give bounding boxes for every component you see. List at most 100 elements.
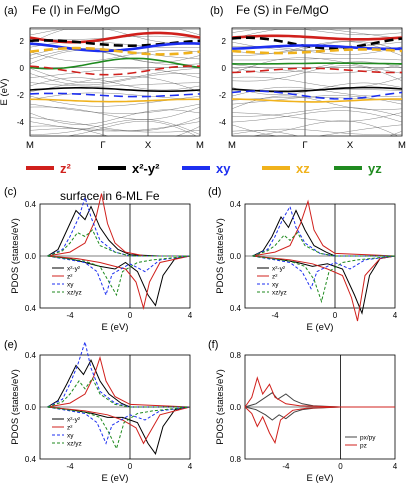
xtick-label: 4 <box>393 462 398 471</box>
xaxis-label: E (eV) <box>102 473 129 484</box>
band-line <box>29 82 201 87</box>
xaxis-label: E (eV) <box>102 322 129 333</box>
band-line <box>29 50 201 62</box>
band-ytick: -2 <box>219 91 227 100</box>
legend-label: px/py <box>360 435 376 442</box>
legend-swatch-x2y2 <box>98 166 126 170</box>
xtick-label: -4 <box>66 462 74 471</box>
series-line-up <box>47 377 190 408</box>
orbital-band <box>29 57 201 70</box>
band-plot-b <box>231 27 403 137</box>
panel-title-a: Fe (I) in Fe/MgO <box>32 3 120 17</box>
band-ytick: -2 <box>17 91 25 100</box>
panel-label-a: (a) <box>4 5 17 17</box>
series-line-down <box>252 255 396 322</box>
legend-label: x²-y² <box>67 417 81 424</box>
orbital-band <box>231 67 403 74</box>
band-line <box>29 92 201 100</box>
ytick-label: 0.8 <box>230 455 242 464</box>
yaxis-label: PDOS (states/eV) <box>10 369 21 445</box>
kpoint-label: X <box>347 140 354 151</box>
band-line <box>29 106 201 120</box>
band-ytick: -4 <box>219 118 227 127</box>
band-line <box>29 77 201 91</box>
orbital-band <box>231 48 403 55</box>
legend-label-yz: yz <box>368 161 382 176</box>
series-line-up <box>47 195 190 257</box>
xtick-label: 0 <box>128 462 133 471</box>
legend-swatch-yz <box>334 166 362 170</box>
series-line-down <box>252 255 396 290</box>
yaxis-label: PDOS (states/eV) <box>10 218 21 294</box>
panel-label-b: (b) <box>210 5 223 17</box>
legend-label: xy <box>272 282 279 289</box>
series-line-up <box>47 205 190 257</box>
band-line <box>29 103 201 114</box>
orbital-band <box>231 62 402 65</box>
xaxis-label: E (eV) <box>307 322 334 333</box>
yaxis-label: PDOS (states/eV) <box>215 218 226 294</box>
legend-swatch-xy <box>182 166 210 170</box>
series-line-up <box>47 355 191 408</box>
legend-label-xy: xy <box>216 161 231 176</box>
ytick-label: 0.0 <box>230 403 242 412</box>
orbital-band <box>29 46 201 56</box>
band-line <box>231 64 403 74</box>
band-plot-a <box>29 27 201 137</box>
series-line-up <box>47 340 190 408</box>
series-line-up <box>252 231 395 257</box>
series-line-down <box>47 406 191 445</box>
panel-label-f: (f) <box>208 339 218 351</box>
legend-label: x²-y² <box>272 266 286 273</box>
legend-label: xy <box>67 433 74 440</box>
orbital-band <box>29 92 201 98</box>
band-line <box>29 68 201 78</box>
legend-label-x2y2: x²-y² <box>132 161 160 176</box>
orbital-band <box>30 98 200 103</box>
band-line <box>29 109 201 125</box>
series-line-up <box>47 193 190 257</box>
band-line <box>231 61 403 74</box>
series-line-down <box>252 255 396 304</box>
band-line <box>29 68 201 83</box>
legend-label-xz: xz <box>296 161 310 176</box>
ytick-label: 0.8 <box>230 351 242 360</box>
legend-swatch-xz <box>262 166 290 170</box>
band-panel-a: (a) Fe (I) in Fe/MgO E (eV) 2 0 -2 -4 M … <box>0 3 204 151</box>
orbital-band <box>29 87 201 92</box>
ytick-label: 0.4 <box>25 351 37 360</box>
orbital-legend: z² x²-y² xy xz yz <box>26 161 382 176</box>
xtick-label: 4 <box>188 311 193 320</box>
legend-label: xz/yz <box>67 290 82 297</box>
band-ytick: -4 <box>17 118 25 127</box>
ytick-label: 0.4 <box>25 455 37 464</box>
ytick-label: 0.0 <box>230 252 242 261</box>
band-ytick: 0 <box>222 64 227 73</box>
series-line-down <box>47 255 191 297</box>
panel-title-b: Fe (S) in Fe/MgO <box>236 3 329 17</box>
series-line-up <box>252 199 396 257</box>
legend-label: z² <box>67 425 73 432</box>
orbital-band <box>232 98 403 103</box>
kpoint-label: X <box>145 140 152 151</box>
legend-label: xy <box>67 282 74 289</box>
xtick-label: 4 <box>393 311 398 320</box>
xtick-label: 0 <box>333 311 338 320</box>
ytick-label: 0.4 <box>230 200 242 209</box>
ytick-label: 0.4 <box>25 200 37 209</box>
band-line <box>232 120 403 137</box>
band-line <box>30 121 201 137</box>
band-ylabel: E (eV) <box>0 79 10 106</box>
legend-label: z² <box>67 274 73 281</box>
legend-label-z2: z² <box>60 161 72 176</box>
band-ytick: 2 <box>20 37 25 46</box>
series-line-up <box>47 359 190 408</box>
kpoint-label: M <box>398 140 406 151</box>
ytick-label: 0.4 <box>25 304 37 313</box>
legend-label: pz <box>360 443 367 450</box>
band-line <box>29 50 201 65</box>
pdos-panel-c: (c) surface in 6-ML Fe 0.4 0.0 0.4 -4 0 4 E (eV)… <box>4 186 193 333</box>
band-panel-b: (b) Fe (S) in Fe/MgO 2 0 -2 -4 M Γ X M <box>210 3 406 151</box>
